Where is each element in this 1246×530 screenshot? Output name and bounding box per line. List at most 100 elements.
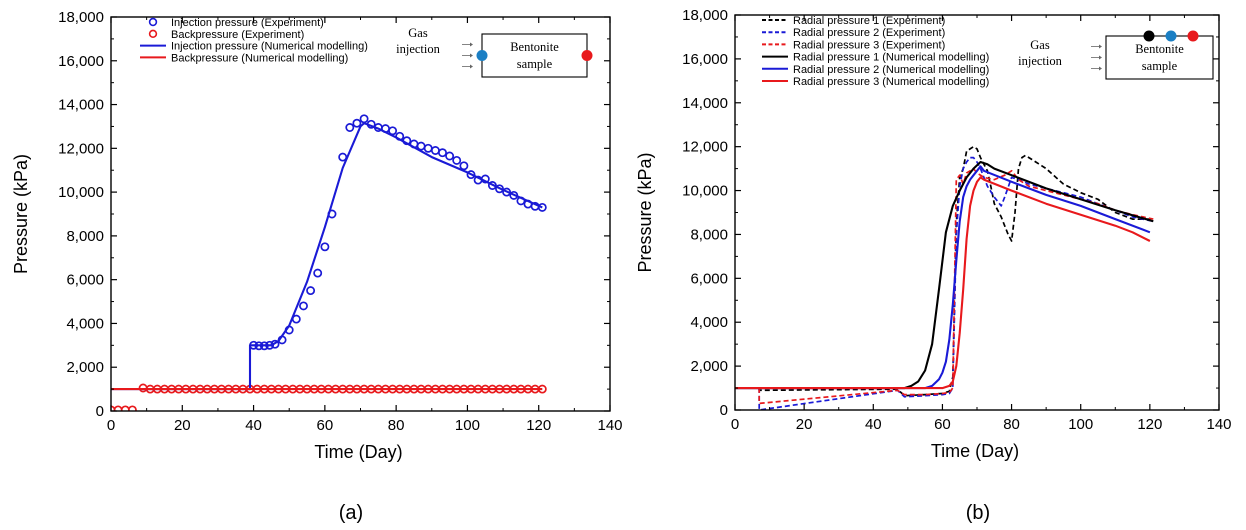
outlet-dot <box>581 50 593 61</box>
legend-label-3: Radial pressure 1 (Numerical modelling) <box>793 52 989 64</box>
sample-box-label-2: sample <box>1142 59 1178 73</box>
y-tick-label-5: 10,000 <box>58 184 104 201</box>
data-point-0-20 <box>388 126 398 136</box>
injection-arrow-head-1 <box>470 53 473 58</box>
panel-caption: (a) <box>339 502 363 524</box>
y-tick-label-8: 16,000 <box>682 51 728 68</box>
series-group <box>111 114 547 411</box>
x-tick-label-5: 100 <box>455 417 480 434</box>
injection-arrow-head-0 <box>1099 44 1102 49</box>
data-point-1-1 <box>113 405 123 411</box>
data-point-0-31 <box>466 170 476 180</box>
y-tick-label-6: 12,000 <box>682 139 728 156</box>
inlet-dot <box>476 50 488 61</box>
chart-panel-a: 0 20 40 60 80 100 120 140 0 2,000 4,000 6,000 8,000 1… <box>11 9 623 524</box>
panel-caption: (b) <box>966 502 990 524</box>
x-tick-label-1: 20 <box>796 416 813 433</box>
injection-arrow-head-2 <box>470 64 473 69</box>
sensor-dot-1 <box>1165 30 1177 42</box>
data-point-0-8 <box>299 301 308 311</box>
data-point-0-15 <box>352 118 362 128</box>
sample-box <box>1105 35 1214 80</box>
injection-arrow-head-1 <box>1099 55 1102 60</box>
legend-label-1: Radial pressure 2 (Experiment) <box>793 27 945 39</box>
y-tick-label-7: 14,000 <box>682 95 728 112</box>
y-tick-label-2: 4,000 <box>66 315 104 332</box>
y-tick-label-1: 2,000 <box>66 359 104 376</box>
data-point-0-11 <box>320 242 330 252</box>
series-line-0 <box>735 145 1154 397</box>
x-tick-label-3: 60 <box>934 416 951 433</box>
y-tick-label-0: 0 <box>720 402 728 419</box>
data-point-1-2 <box>120 405 130 411</box>
y-tick-label-3: 6,000 <box>690 270 728 287</box>
sensor-dot-0 <box>1143 30 1155 42</box>
legend-label-2: Injection pressure (Numerical modelling) <box>171 41 368 53</box>
y-tick-label-6: 12,000 <box>58 140 104 157</box>
y-axis-title: Pressure (kPa) <box>11 154 31 274</box>
data-point-1-4 <box>138 383 148 393</box>
sample-box-label-1: Bentonite <box>510 40 559 54</box>
gas-injection-label-1: Gas <box>408 26 428 40</box>
y-tick-label-9: 18,000 <box>682 7 728 24</box>
data-point-0-25 <box>423 143 433 153</box>
gas-injection-label-2: injection <box>396 42 440 56</box>
series-line-1 <box>735 156 1154 410</box>
data-point-0-27 <box>438 148 447 158</box>
legend-marker-0 <box>148 17 158 27</box>
series-line-3 <box>735 160 1154 390</box>
legend-label-0: Radial pressure 1 (Experiment) <box>793 15 945 27</box>
x-axis-title: Time (Day) <box>931 441 1019 461</box>
legend-label-3: Backpressure (Numerical modelling) <box>171 52 348 64</box>
data-point-0-10 <box>313 268 323 278</box>
sample-box-label-1: Bentonite <box>1135 42 1184 56</box>
legend-label-2: Radial pressure 3 (Experiment) <box>793 39 945 51</box>
legend-label-1: Backpressure (Experiment) <box>171 29 304 41</box>
gas-injection-label-1: Gas <box>1030 38 1050 52</box>
y-tick-label-3: 6,000 <box>66 272 104 289</box>
x-tick-label-4: 80 <box>388 417 405 434</box>
injection-arrow-head-2 <box>1099 66 1102 71</box>
y-tick-label-5: 10,000 <box>682 183 728 200</box>
injection-arrow-head-0 <box>470 42 473 47</box>
data-point-0-28 <box>445 151 455 161</box>
x-tick-label-5: 100 <box>1068 416 1093 433</box>
chart-panel-b: 0 20 40 60 80 100 120 140 0 2,000 4,000 6,000 8,000 1… <box>635 7 1232 524</box>
y-tick-label-2: 4,000 <box>690 314 728 331</box>
y-axis-title: Pressure (kPa) <box>635 152 655 272</box>
legend-label-4: Radial pressure 2 (Numerical modelling) <box>793 64 989 76</box>
x-tick-label-6: 120 <box>1137 416 1162 433</box>
data-point-0-26 <box>430 146 440 155</box>
x-tick-label-6: 120 <box>526 417 551 434</box>
data-point-0-9 <box>306 286 316 296</box>
x-tick-label-7: 140 <box>597 417 622 434</box>
legend-label-5: Radial pressure 3 (Numerical modelling) <box>793 76 989 88</box>
series-group <box>735 145 1154 410</box>
gas-injection-label-2: injection <box>1018 54 1062 68</box>
x-tick-label-2: 40 <box>245 417 262 434</box>
legend-marker-1 <box>148 29 158 38</box>
y-tick-label-0: 0 <box>96 403 104 420</box>
x-tick-label-2: 40 <box>865 416 882 433</box>
x-tick-label-4: 80 <box>1003 416 1020 433</box>
data-point-0-16 <box>359 114 369 124</box>
data-point-0-41 <box>537 202 547 212</box>
sample-box-label-2: sample <box>517 57 553 71</box>
x-tick-label-0: 0 <box>731 416 739 433</box>
y-tick-label-7: 14,000 <box>58 97 104 114</box>
series-line-5 <box>735 176 1151 390</box>
y-tick-label-8: 16,000 <box>58 53 104 70</box>
legend-label-0: Injection pressure (Experiment) <box>171 17 324 29</box>
x-tick-label-3: 60 <box>317 417 334 434</box>
series-line-4 <box>735 165 1151 390</box>
data-point-0-30 <box>459 161 469 171</box>
sensor-dot-2 <box>1187 30 1199 42</box>
x-tick-label-1: 20 <box>174 417 191 434</box>
y-tick-label-9: 18,000 <box>58 9 104 26</box>
series-line-2 <box>111 122 543 391</box>
y-tick-label-4: 8,000 <box>690 226 728 243</box>
y-tick-label-1: 2,000 <box>690 358 728 375</box>
x-tick-label-0: 0 <box>107 417 115 434</box>
data-point-0-14 <box>345 123 355 132</box>
